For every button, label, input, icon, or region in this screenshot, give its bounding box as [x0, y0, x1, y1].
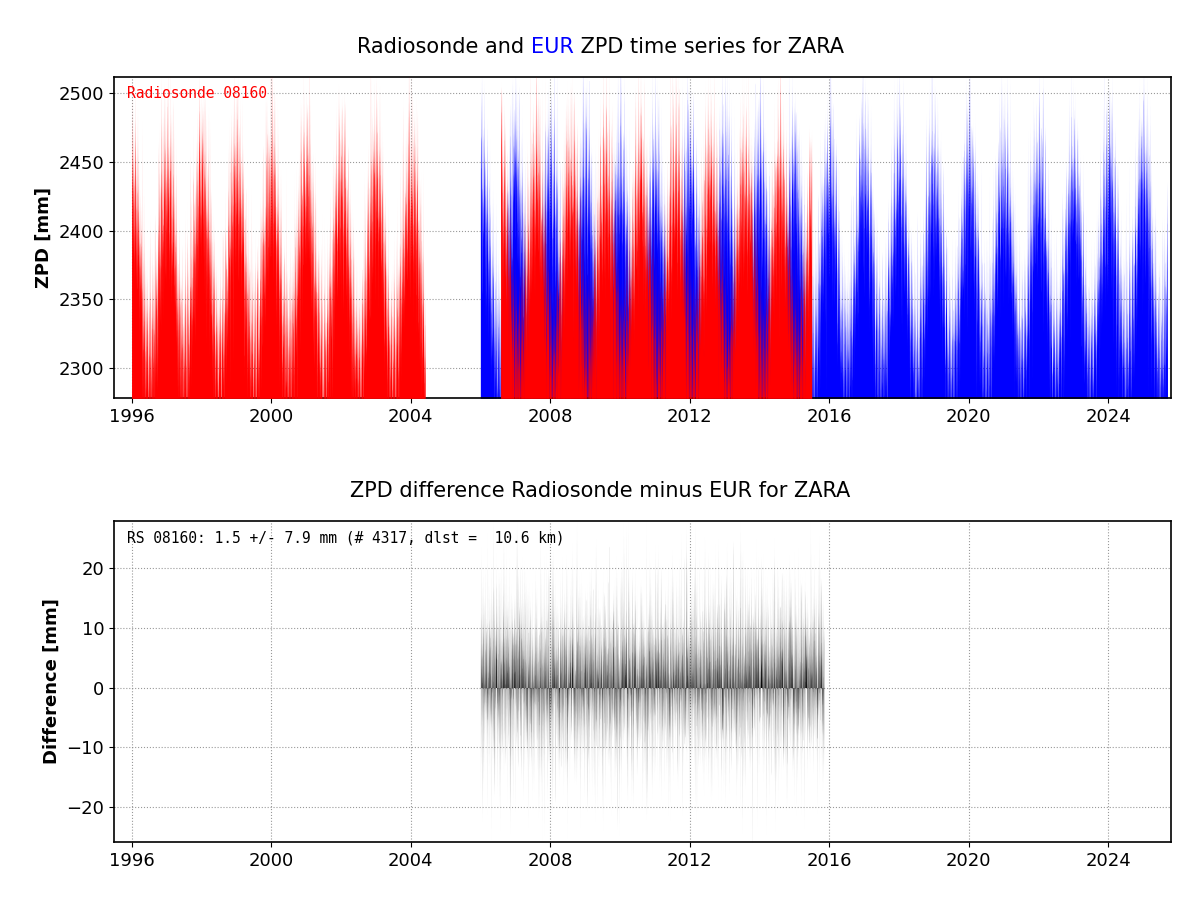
Y-axis label: Difference [mm]: Difference [mm]	[43, 598, 61, 764]
Text: ZPD difference Radiosonde minus EUR for ZARA: ZPD difference Radiosonde minus EUR for …	[351, 481, 850, 501]
Text: EUR: EUR	[531, 37, 574, 57]
Text: RS 08160: 1.5 +/- 7.9 mm (# 4317, dlst =  10.6 km): RS 08160: 1.5 +/- 7.9 mm (# 4317, dlst =…	[127, 531, 564, 545]
Y-axis label: ZPD [mm]: ZPD [mm]	[35, 187, 53, 288]
Text: ZPD time series for ZARA: ZPD time series for ZARA	[574, 37, 844, 57]
Text: Radiosonde and: Radiosonde and	[357, 37, 531, 57]
Text: Radiosonde 08160: Radiosonde 08160	[127, 86, 267, 101]
